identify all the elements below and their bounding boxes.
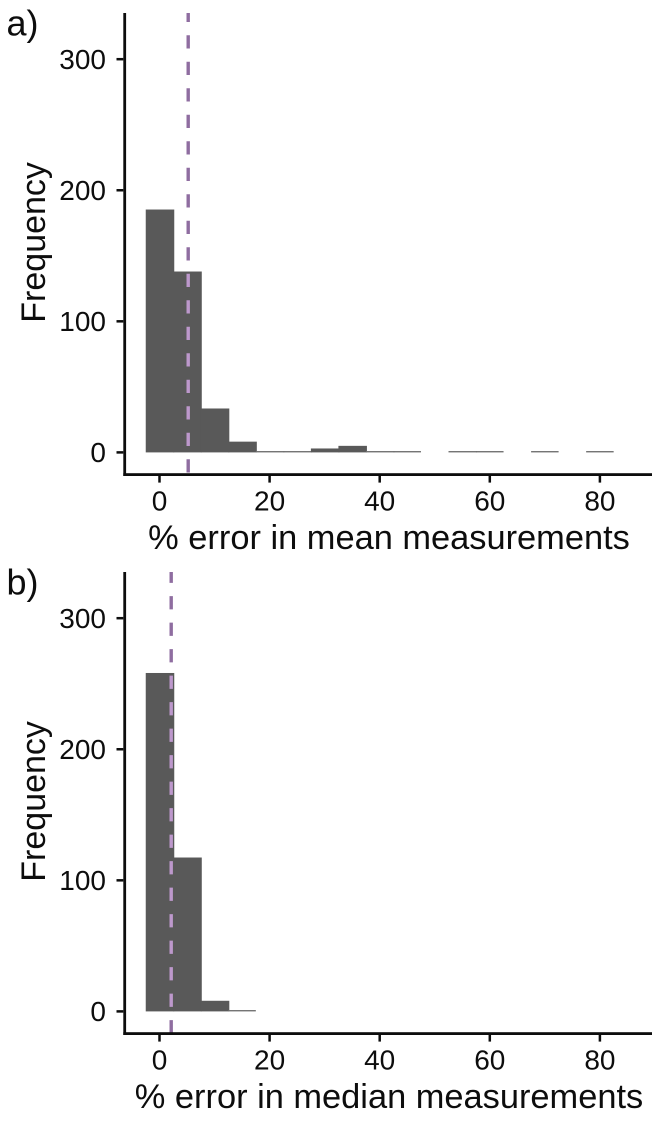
svg-text:Frequency: Frequency bbox=[15, 721, 53, 882]
svg-text:80: 80 bbox=[584, 486, 615, 517]
svg-text:a): a) bbox=[7, 3, 39, 44]
svg-text:% error in median measurements: % error in median measurements bbox=[135, 1078, 643, 1116]
svg-text:80: 80 bbox=[584, 1045, 615, 1076]
svg-text:b): b) bbox=[7, 562, 39, 603]
svg-text:300: 300 bbox=[59, 603, 106, 634]
svg-text:20: 20 bbox=[254, 486, 285, 517]
svg-text:100: 100 bbox=[59, 865, 106, 896]
svg-text:20: 20 bbox=[254, 1045, 285, 1076]
svg-text:40: 40 bbox=[364, 486, 395, 517]
svg-text:40: 40 bbox=[364, 1045, 395, 1076]
svg-text:0: 0 bbox=[90, 996, 106, 1027]
svg-text:100: 100 bbox=[59, 306, 106, 337]
svg-text:200: 200 bbox=[59, 175, 106, 206]
svg-text:Frequency: Frequency bbox=[15, 162, 53, 323]
svg-text:200: 200 bbox=[59, 734, 106, 765]
svg-text:60: 60 bbox=[474, 1045, 505, 1076]
svg-text:300: 300 bbox=[59, 44, 106, 75]
svg-text:0: 0 bbox=[152, 486, 168, 517]
svg-text:60: 60 bbox=[474, 486, 505, 517]
svg-text:0: 0 bbox=[152, 1045, 168, 1076]
svg-text:% error in mean measurements: % error in mean measurements bbox=[148, 519, 630, 557]
svg-text:0: 0 bbox=[90, 437, 106, 468]
